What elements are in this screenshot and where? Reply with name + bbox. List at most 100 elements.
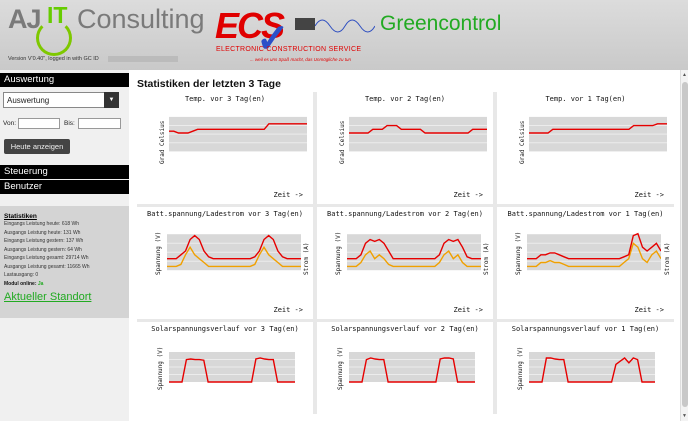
logo-aj: AJ: [8, 4, 42, 34]
chart-panel-batt-1: Batt.spannung/Ladestrom vor 1 Tag(en) Sp…: [497, 207, 674, 319]
chart-plot: [529, 116, 667, 152]
x-axis-label: Zeit ->: [453, 306, 483, 314]
wave-icon: [315, 19, 375, 33]
chart-plot: [349, 116, 487, 152]
chart-title: Solarspannungsverlauf vor 2 Tag(en): [331, 325, 479, 333]
chart-title: Solarspannungsverlauf vor 3 Tag(en): [151, 325, 299, 333]
sidebar-benutzer[interactable]: Benutzer: [0, 180, 129, 194]
aktueller-standort-link[interactable]: Aktueller Standort: [4, 291, 92, 303]
chart-panel-solar-3: Solarspannungsverlauf vor 3 Tag(en) Span…: [137, 322, 313, 414]
y-axis-label: Spannung (V): [337, 346, 344, 390]
logo-it: IT: [47, 2, 68, 28]
y-axis-label: Grad Celsius: [159, 120, 166, 164]
chart-plot: [169, 352, 295, 383]
sidebar: Auswertung Auswertung ▼ Von: Bis: Heute …: [0, 70, 129, 421]
ecs-logo: ECS: [215, 5, 285, 46]
chart-plot: [167, 234, 301, 271]
y-axis-label: Spannung (V): [155, 231, 162, 275]
chart-title: Batt.spannung/Ladestrom vor 1 Tag(en): [507, 210, 664, 218]
scroll-down-icon[interactable]: ▼: [682, 413, 687, 419]
bis-date-input[interactable]: [78, 118, 121, 129]
bis-label: Bis:: [64, 120, 75, 127]
chart-panel-temp-2: Temp. vor 2 Tag(en) Grad Celsius Zeit ->: [317, 92, 493, 204]
series-line-0: [349, 124, 487, 134]
statistics-box: Statistiken Eingangs Leistung heute: 618…: [0, 206, 129, 318]
stats-line: Ausgangs Leistung gesamt: 11665 Wh: [4, 263, 90, 270]
ecs-tagline: ... weil es uns Spaß macht, das Unmöglic…: [250, 57, 352, 62]
chart-panel-solar-2: Solarspannungsverlauf vor 2 Tag(en) Span…: [317, 322, 493, 414]
y-axis-label: Grad Celsius: [519, 120, 526, 164]
modul-online-line: Modul online: Ja: [4, 280, 125, 289]
modul-online-label: Modul online:: [4, 280, 37, 287]
checkmark-icon: ✓: [256, 17, 290, 61]
page-title: Statistiken der letzten 3 Tage: [137, 78, 281, 90]
power-logo-icon: [36, 20, 72, 56]
statistics-title: Statistiken: [4, 213, 37, 220]
y-axis-label: Grad Celsius: [339, 120, 346, 164]
chart-title: Temp. vor 3 Tag(en): [184, 95, 266, 103]
ecs-subtitle: ELECTRONIC CONSTRUCTION SERVICE: [216, 46, 362, 53]
chevron-down-icon[interactable]: ▼: [104, 92, 119, 108]
series-line-1: [167, 245, 301, 268]
chart-title: Temp. vor 1 Tag(en): [545, 95, 626, 103]
y-axis-right-label: Strom (A): [483, 242, 490, 275]
page-header: AJ IT Consulting Version V'0.40", logged…: [0, 0, 688, 70]
chart-panel-temp-1: Temp. vor 1 Tag(en) Grad Celsius Zeit ->: [497, 92, 674, 204]
auswertung-select[interactable]: Auswertung: [3, 92, 119, 108]
chart-title: Batt.spannung/Ladestrom vor 3 Tag(en): [147, 210, 303, 218]
sidebar-auswertung-header[interactable]: Auswertung: [0, 73, 129, 87]
version-text: Version V'0.40", logged in with GC ID: [8, 56, 99, 62]
chart-title: Batt.spannung/Ladestrom vor 2 Tag(en): [327, 210, 483, 218]
series-line-0: [349, 357, 475, 383]
y-axis-label: Spannung (V): [517, 346, 524, 390]
vertical-scrollbar[interactable]: ▲ ▼: [680, 70, 688, 421]
greencontrol-logo: Greencontrol: [380, 12, 502, 35]
y-axis-right-label: Strom (A): [664, 242, 671, 275]
x-axis-label: Zeit ->: [634, 306, 664, 314]
y-axis-label: Spannung (V): [335, 231, 342, 275]
chart-panel-temp-3: Temp. vor 3 Tag(en) Grad Celsius Zeit ->: [137, 92, 313, 204]
y-axis-label: Spannung (V): [157, 346, 164, 390]
logo-consulting: Consulting: [77, 4, 205, 34]
stats-line: Eingangs Leistung heute: 618 Wh: [4, 221, 80, 227]
x-axis-label: Zeit ->: [273, 306, 303, 314]
chip-icon: [295, 18, 315, 30]
chart-grid: Temp. vor 3 Tag(en) Grad Celsius Zeit ->…: [137, 92, 674, 414]
y-axis-right-label: Strom (A): [303, 242, 310, 275]
chart-plot: [169, 116, 307, 152]
chart-title: Solarspannungsverlauf vor 1 Tag(en): [511, 325, 660, 333]
chart-plot: [349, 352, 475, 383]
stats-line: Ausgangs Leistung heute: 131 Wh: [4, 229, 81, 236]
x-axis-label: Zeit ->: [453, 191, 483, 199]
y-axis-label: Spannung (V): [515, 231, 522, 275]
stats-line: Ausgangs Leistung gestern: 64 Wh: [4, 246, 82, 253]
chart-plot: [347, 234, 481, 271]
redacted-id: [108, 56, 178, 62]
series-line-0: [529, 123, 667, 134]
modul-online-value: Ja: [37, 280, 44, 287]
chart-panel-batt-2: Batt.spannung/Ladestrom vor 2 Tag(en) Sp…: [317, 207, 493, 319]
scroll-up-icon[interactable]: ▲: [682, 72, 687, 78]
series-line-0: [347, 238, 481, 260]
series-line-1: [527, 242, 661, 268]
x-axis-label: Zeit ->: [273, 191, 303, 199]
stats-line: Eingangs Leistung gestern: 137 Wh: [4, 238, 84, 244]
series-line-0: [169, 123, 307, 134]
x-axis-label: Zeit ->: [634, 191, 664, 199]
series-line-0: [169, 357, 295, 383]
chart-plot: [527, 232, 661, 271]
heute-anzeigen-button[interactable]: Heute anzeigen: [4, 139, 70, 154]
stats-line: Lastausgang: 0: [4, 272, 39, 278]
series-line-0: [529, 357, 655, 383]
scroll-thumb[interactable]: [682, 82, 688, 407]
von-label: Von:: [3, 120, 17, 127]
series-line-0: [527, 232, 661, 260]
sidebar-steuerung[interactable]: Steuerung: [0, 165, 129, 179]
series-line-0: [167, 234, 301, 260]
chart-plot: [529, 352, 655, 383]
chart-panel-solar-1: Solarspannungsverlauf vor 1 Tag(en) Span…: [497, 322, 674, 414]
von-date-input[interactable]: [18, 118, 60, 129]
series-line-1: [347, 249, 481, 268]
main-content: Statistiken der letzten 3 Tage Temp. vor…: [129, 70, 680, 421]
chart-panel-batt-3: Batt.spannung/Ladestrom vor 3 Tag(en) Sp…: [137, 207, 313, 319]
